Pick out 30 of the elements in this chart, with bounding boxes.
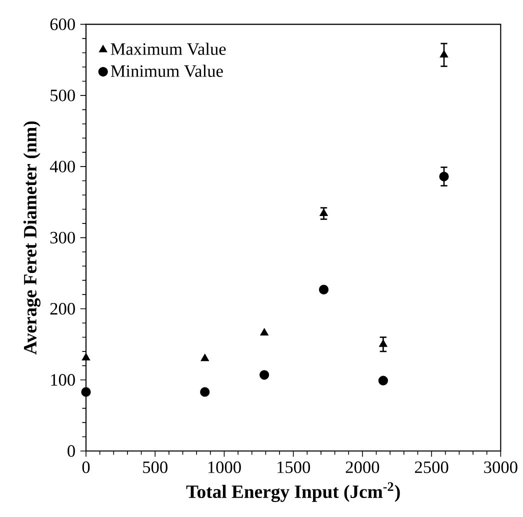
point bbox=[378, 340, 388, 347]
y-tick-label: 0 bbox=[68, 445, 75, 457]
y-tick-label: 500 bbox=[50, 90, 75, 102]
point bbox=[260, 328, 269, 336]
point bbox=[260, 370, 270, 380]
y-tick-label: 100 bbox=[51, 374, 75, 386]
x-tick-label: 500 bbox=[143, 461, 168, 474]
point bbox=[200, 387, 210, 397]
point bbox=[200, 354, 210, 362]
legend-label: Maximum Value bbox=[110, 42, 226, 56]
x-axis-title: Total Energy Input (Jcm$^{-2}$) bbox=[186, 482, 400, 502]
y-tick-label: 600 bbox=[50, 18, 75, 30]
x-tick-label: 3000 bbox=[484, 461, 518, 474]
legend-label: Minimum Value bbox=[110, 64, 223, 78]
point bbox=[320, 208, 328, 216]
point bbox=[318, 284, 329, 294]
x-tick-label: 2500 bbox=[414, 461, 448, 474]
y-tick-label: 400 bbox=[50, 160, 75, 172]
x-tick-label: 1000 bbox=[208, 461, 241, 474]
y-axis-title: Average Feret Diameter (nm) bbox=[23, 121, 40, 355]
point bbox=[82, 353, 90, 360]
point bbox=[439, 172, 449, 182]
y-tick-label: 200 bbox=[50, 302, 75, 315]
y-tick-label: 300 bbox=[50, 232, 75, 244]
point bbox=[440, 50, 448, 58]
point bbox=[81, 387, 91, 397]
x-tick-label: 1500 bbox=[278, 461, 310, 474]
x-tick-label: 2000 bbox=[346, 461, 380, 474]
point bbox=[378, 376, 388, 386]
x-tick-label: 0 bbox=[82, 461, 90, 474]
